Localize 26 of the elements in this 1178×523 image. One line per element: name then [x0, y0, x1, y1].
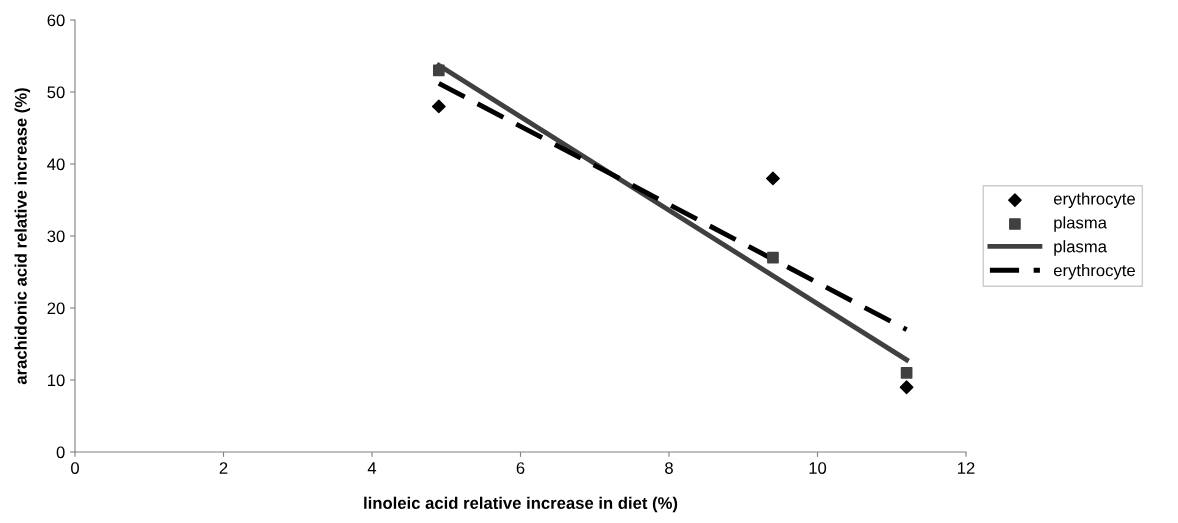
point	[899, 380, 914, 395]
point	[900, 366, 913, 379]
point	[766, 171, 780, 186]
x-tick-label: 2	[219, 462, 228, 474]
x-tick-label: 12	[958, 462, 975, 474]
legend-label: plasma	[1054, 240, 1107, 256]
y-tick-label: 50	[47, 86, 65, 99]
point	[767, 251, 779, 264]
y-tick-label: 10	[48, 374, 65, 387]
legend-label: erythrocyte	[1053, 192, 1135, 208]
legend-label: erythrocyte	[1053, 264, 1135, 280]
point	[431, 99, 446, 114]
y-tick-label: 40	[47, 158, 65, 171]
legend-label: plasma	[1054, 216, 1107, 232]
y-tick-label: 30	[47, 230, 65, 243]
y-axis-title: arachidonic acid relative increase (%)	[14, 88, 31, 385]
x-tick-label: 4	[367, 462, 377, 474]
y-tick-label: 0	[56, 446, 65, 459]
x-tick-label: 6	[516, 462, 525, 474]
y-tick-label: 60	[47, 14, 65, 27]
x-tick-label: 0	[71, 462, 79, 474]
x-tick-label: 10	[809, 462, 827, 474]
y-tick-label: 20	[47, 302, 65, 315]
x-axis-title: linoleic acid relative increase in diet (%)	[364, 496, 678, 513]
x-tick-label: 8	[665, 462, 673, 474]
point	[432, 64, 445, 77]
